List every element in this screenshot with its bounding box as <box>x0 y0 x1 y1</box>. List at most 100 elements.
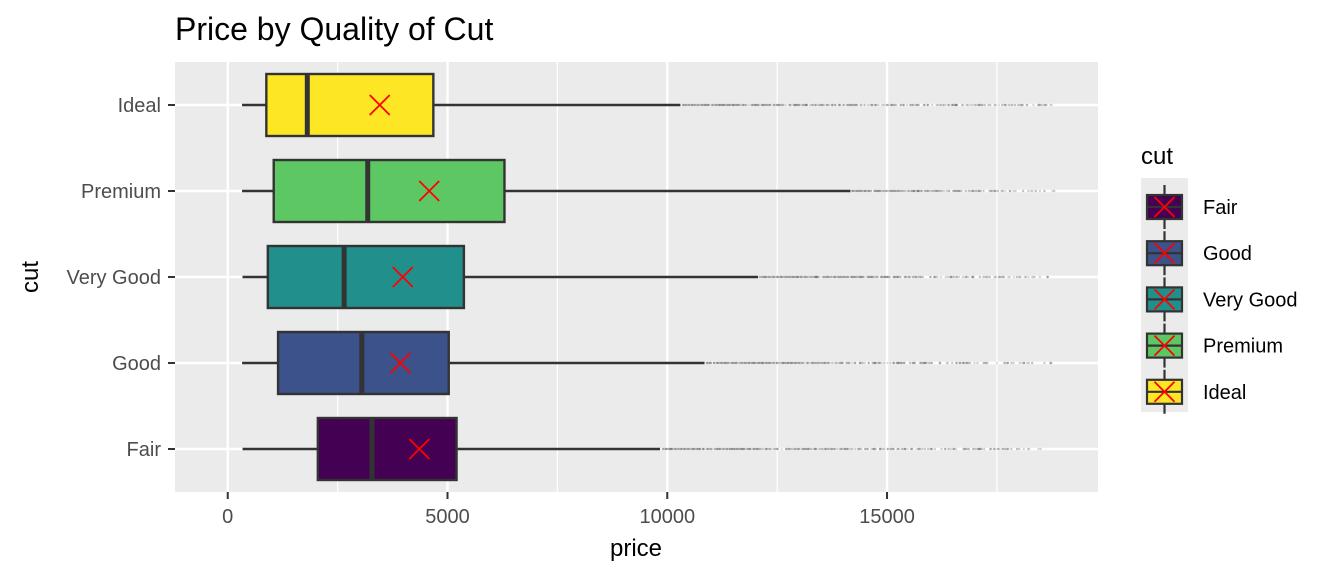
outlier-point <box>814 361 818 365</box>
outlier-point <box>746 447 749 451</box>
outlier-point <box>848 103 852 107</box>
legend-item-fair: Fair <box>1145 185 1238 229</box>
outlier-point <box>836 447 839 451</box>
outlier-point <box>856 447 860 451</box>
outlier-point <box>1001 447 1005 451</box>
outlier-point <box>974 447 977 451</box>
outlier-point <box>789 447 792 451</box>
outlier-point <box>747 103 751 107</box>
outlier-point <box>1046 275 1049 279</box>
outlier-point <box>734 103 737 107</box>
outlier-point <box>866 103 870 107</box>
outlier-point <box>813 447 816 451</box>
outlier-point <box>731 447 734 451</box>
outlier-point <box>839 447 843 451</box>
outlier-point <box>920 189 924 193</box>
outlier-point <box>799 275 802 279</box>
outlier-point <box>1044 103 1047 107</box>
outlier-point <box>700 103 703 107</box>
outlier-point <box>831 361 834 365</box>
outlier-point <box>970 275 974 279</box>
outlier-point <box>1043 103 1046 107</box>
outlier-point <box>683 447 686 451</box>
outlier-point <box>780 361 784 365</box>
outlier-point <box>1032 103 1035 107</box>
outlier-point <box>806 361 810 365</box>
outlier-point <box>751 361 754 365</box>
outlier-point <box>970 103 974 107</box>
outlier-point <box>738 447 741 451</box>
outlier-point <box>807 447 810 451</box>
outlier-point <box>765 447 769 451</box>
outlier-point <box>719 361 722 365</box>
outlier-point <box>1012 275 1016 279</box>
outlier-point <box>818 361 822 365</box>
outlier-point <box>971 447 975 451</box>
outlier-point <box>789 361 792 365</box>
outlier-point <box>926 447 930 451</box>
outlier-point <box>697 447 700 451</box>
outlier-point <box>967 447 971 451</box>
outlier-point <box>852 275 855 279</box>
outlier-point <box>743 103 746 107</box>
outlier-point <box>697 103 701 107</box>
outlier-point <box>693 103 697 107</box>
outlier-point <box>804 275 807 279</box>
outlier-point <box>948 189 951 193</box>
outlier-point <box>982 189 985 193</box>
outlier-point <box>912 361 915 365</box>
outlier-point <box>851 103 855 107</box>
outlier-point <box>831 447 835 451</box>
outlier-point <box>883 189 886 193</box>
outlier-point <box>875 275 879 279</box>
outlier-point <box>755 447 759 451</box>
outlier-point <box>982 275 985 279</box>
outlier-point <box>921 275 925 279</box>
outlier-point <box>795 103 799 107</box>
outlier-point <box>681 103 685 107</box>
outlier-point <box>795 447 798 451</box>
outlier-point <box>967 189 970 193</box>
outlier-point <box>902 103 906 107</box>
outlier-point <box>844 361 848 365</box>
outlier-point <box>873 103 876 107</box>
outlier-point <box>721 447 724 451</box>
outlier-point <box>889 189 892 193</box>
outlier-point <box>801 361 804 365</box>
outlier-point <box>736 103 739 107</box>
outlier-point <box>964 447 967 451</box>
outlier-point <box>779 361 782 365</box>
outlier-point <box>989 103 992 107</box>
outlier-point <box>1016 103 1020 107</box>
outlier-point <box>946 275 949 279</box>
outlier-point <box>754 103 758 107</box>
outlier-point <box>804 275 807 279</box>
outlier-point <box>833 275 836 279</box>
outlier-point <box>892 103 895 107</box>
outlier-point <box>774 103 778 107</box>
legend-item-very-good: Very Good <box>1145 277 1298 322</box>
outlier-point <box>855 103 859 107</box>
outlier-point <box>846 361 850 365</box>
outlier-point <box>929 189 932 193</box>
outlier-point <box>873 361 877 365</box>
outlier-point <box>743 447 747 451</box>
outlier-point <box>1000 447 1004 451</box>
box-rect <box>266 244 466 310</box>
outlier-point <box>759 275 762 279</box>
outlier-point <box>720 103 724 107</box>
outlier-point <box>913 275 917 279</box>
outlier-point <box>925 361 928 365</box>
outlier-point <box>676 447 679 451</box>
outlier-point <box>894 275 898 279</box>
outlier-point <box>781 103 784 107</box>
outlier-point <box>903 361 906 365</box>
outlier-point <box>887 103 890 107</box>
outlier-point <box>1026 103 1029 107</box>
outlier-point <box>998 275 1001 279</box>
outlier-point <box>1022 361 1026 365</box>
outlier-point <box>880 361 883 365</box>
outlier-point <box>972 275 975 279</box>
outlier-point <box>729 361 733 365</box>
outlier-point <box>682 103 685 107</box>
